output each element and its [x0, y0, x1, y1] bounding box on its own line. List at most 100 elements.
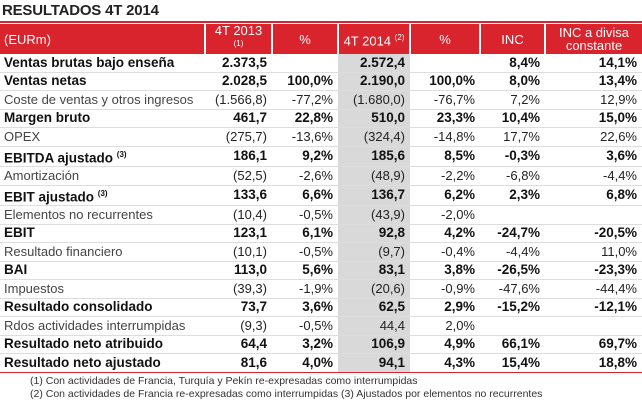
- label-text: Margen bruto: [4, 110, 91, 126]
- label-text: BAI: [4, 262, 28, 278]
- header-cell: 4T 2014 (2): [337, 24, 410, 54]
- header-cell: 4T 2013 (1): [204, 23, 272, 54]
- value-cell: (324,4): [338, 127, 410, 147]
- row-label: BAI: [0, 261, 205, 280]
- label-text: Elementos no recurrentes: [4, 206, 153, 222]
- value-cell: 5,6%: [272, 261, 338, 280]
- value-cell: 7,2%: [480, 90, 545, 110]
- row-label: Rdos actividades interrumpidas: [0, 316, 205, 336]
- value-cell: -20,5%: [545, 224, 642, 243]
- value-cell: 136,7: [338, 185, 410, 206]
- label-text: Amortización: [4, 167, 80, 183]
- value-cell: -4,4%: [480, 242, 545, 262]
- value-cell: (1.566,8): [205, 90, 272, 110]
- value-cell: 4,9%: [410, 335, 480, 354]
- label-text: Resultado consolidado: [4, 299, 153, 315]
- value-cell: 6,1%: [272, 224, 338, 243]
- value-cell: -0,5%: [272, 316, 338, 336]
- value-cell: -44,4%: [545, 279, 642, 299]
- table-row: EBITDA ajustado (3) 186,1 9,2% 185,6 8,5% -0,…: [0, 146, 642, 167]
- row-label: Resultado consolidado: [0, 298, 205, 317]
- row-label: EBITDA ajustado (3): [0, 146, 205, 167]
- header-text: (EURm): [4, 31, 51, 47]
- empty-cell: [545, 316, 642, 336]
- row-label: Resultado financiero: [0, 242, 205, 262]
- label-text: EBIT ajustado: [4, 189, 95, 204]
- empty-cell: [272, 54, 338, 73]
- value-cell: -0,5%: [272, 242, 338, 262]
- table-row: Impuestos (39,3) -1,9% (20,6) -0,9% -47,6% -44…: [0, 279, 642, 299]
- table-row: Rdos actividades interrumpidas (9,3) -0,5%…: [0, 316, 642, 336]
- header-text: 4T 2013: [214, 23, 263, 39]
- empty-cell: [480, 316, 545, 336]
- value-cell: 18,8%: [545, 353, 642, 373]
- value-cell: 4,2%: [410, 224, 480, 243]
- value-cell: -0,4%: [410, 242, 480, 262]
- value-cell: 133,6: [205, 185, 272, 206]
- table-row: EBIT 123,1 6,1% 92,8 4,2% -24,7% -20,5%: [0, 224, 642, 243]
- value-cell: (20,6): [338, 279, 410, 299]
- value-cell: 186,1: [205, 146, 272, 167]
- header-text: 4T 2014: [343, 33, 392, 49]
- row-label: Impuestos: [0, 279, 205, 299]
- value-cell: -12,1%: [545, 298, 642, 317]
- value-cell: -24,7%: [480, 224, 545, 243]
- value-cell: 6,6%: [272, 185, 338, 206]
- row-label: Resultado neto atribuido: [0, 335, 205, 354]
- value-cell: -0,5%: [272, 205, 338, 225]
- row-label: OPEX: [0, 127, 205, 147]
- table-row: Resultado neto atribuido 64,4 3,2% 106,9 4,9…: [0, 335, 642, 354]
- results-table: (EURm) 4T 2013 (1)% 4T 2014 (2)% INC INC a d…: [0, 24, 642, 373]
- value-cell: 15,4%: [480, 353, 545, 373]
- value-cell: -6,8%: [480, 166, 545, 186]
- value-cell: 62,5: [338, 298, 410, 317]
- value-cell: (9,3): [205, 316, 272, 336]
- label-text: OPEX: [4, 128, 41, 144]
- footnote-ref: (2): [394, 32, 405, 42]
- value-cell: (10,4): [205, 205, 272, 225]
- table-row: Ventas brutas bajo enseña 2.373,5 2.572,4 8…: [0, 54, 642, 73]
- value-cell: 123,1: [205, 224, 272, 243]
- label-text: Resultado neto atribuido: [4, 336, 164, 352]
- value-cell: (9,7): [338, 242, 410, 262]
- value-cell: 69,7%: [545, 335, 642, 354]
- title: RESULTADOS 4T 2014: [2, 2, 159, 19]
- value-cell: 8,0%: [480, 72, 545, 91]
- label-text: Coste de ventas y otros ingresos: [4, 91, 194, 107]
- footnote: (2) Con actividades de Francia re-expres…: [30, 388, 543, 400]
- value-cell: 2.190,0: [338, 72, 410, 91]
- label-text: Resultado financiero: [4, 243, 123, 259]
- value-cell: 3,6%: [545, 146, 642, 167]
- value-cell: (1.680,0): [338, 90, 410, 110]
- empty-cell: [480, 205, 545, 225]
- label-text: Resultado neto ajustado: [4, 354, 161, 370]
- value-cell: 9,2%: [272, 146, 338, 167]
- value-cell: 8,4%: [480, 54, 545, 73]
- row-label: Ventas brutas bajo enseña: [0, 54, 205, 73]
- value-cell: 14,1%: [545, 54, 642, 73]
- footnotes: (1) Con actividades de Francia, Turquía …: [30, 375, 542, 401]
- value-cell: 2.373,5: [205, 54, 272, 73]
- value-cell: 94,1: [338, 353, 410, 373]
- row-label: Elementos no recurrentes: [0, 205, 205, 225]
- empty-cell: [545, 205, 642, 225]
- value-cell: 4,3%: [410, 353, 480, 373]
- value-cell: 100,0%: [410, 72, 480, 91]
- value-cell: -0,9%: [410, 279, 480, 299]
- value-cell: 3,2%: [272, 335, 338, 354]
- value-cell: (275,7): [205, 127, 272, 147]
- value-cell: 12,9%: [545, 90, 642, 110]
- value-cell: -2,2%: [410, 166, 480, 186]
- value-cell: 23,3%: [410, 109, 480, 128]
- header-text: %: [439, 31, 451, 47]
- row-label: Margen bruto: [0, 109, 205, 128]
- header-row: (EURm) 4T 2013 (1)% 4T 2014 (2)% INC INC a d…: [0, 24, 642, 54]
- value-cell: (52,5): [205, 166, 272, 186]
- table-row: Elementos no recurrentes (10,4) -0,5% (43,9…: [0, 205, 642, 225]
- footnote: (1) Con actividades de Francia, Turquía …: [30, 375, 418, 387]
- table-row: Coste de ventas y otros ingresos (1.566,8…: [0, 90, 642, 110]
- header-cell: %: [271, 24, 338, 54]
- table-body: Ventas brutas bajo enseña 2.373,5 2.572,4 8…: [0, 54, 642, 373]
- value-cell: 44,4: [338, 316, 410, 336]
- value-cell: 2.572,4: [338, 54, 410, 73]
